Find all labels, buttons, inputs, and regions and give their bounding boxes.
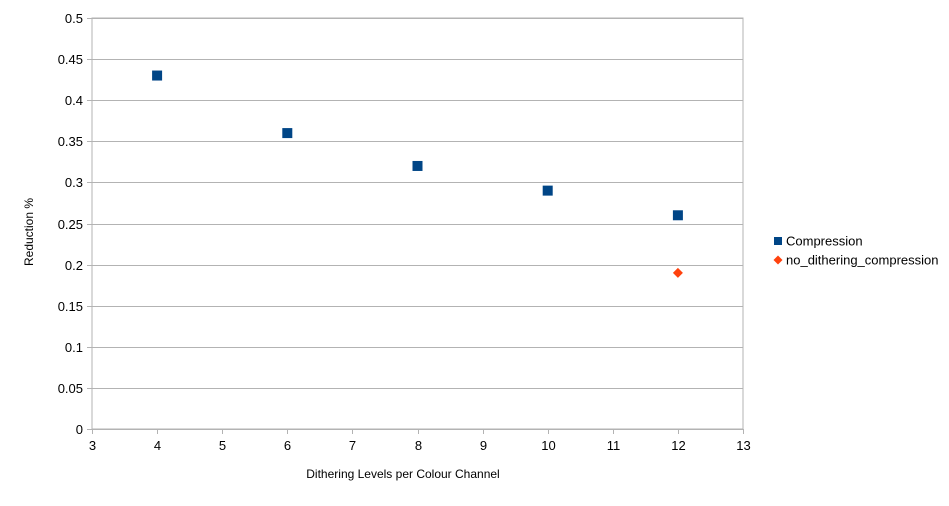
x-tick-label: 10 — [541, 438, 555, 453]
y-tick-label: 0.25 — [58, 217, 83, 232]
x-axis-title: Dithering Levels per Colour Channel — [306, 467, 499, 481]
y-tick-label: 0.15 — [58, 299, 83, 314]
tick-labels: 0 0.05 0.1 0.15 0.2 0.25 0.3 0.35 0.4 0.45 0.5 3 4 5 6… — [58, 11, 751, 453]
data-point — [542, 185, 553, 196]
legend-entry: no_dithering_compression — [773, 253, 938, 268]
x-tick-label: 5 — [219, 438, 226, 453]
x-tick-label: 6 — [284, 438, 291, 453]
x-tick-label: 3 — [89, 438, 96, 453]
series-1-points — [672, 267, 683, 278]
y-tick-label: 0.5 — [65, 11, 83, 26]
legend-marker — [773, 255, 783, 265]
data-point — [672, 210, 683, 221]
data-point — [412, 160, 423, 171]
y-tick-label: 0.3 — [65, 175, 83, 190]
x-tick-label: 4 — [154, 438, 161, 453]
data-point — [282, 128, 293, 139]
legend-label: no_dithering_compression — [786, 253, 938, 268]
plot-area-frame — [91, 17, 744, 430]
x-tick-label: 12 — [671, 438, 685, 453]
data-point — [152, 70, 163, 81]
y-tick-label: 0 — [76, 422, 83, 437]
grid-lines — [92, 18, 743, 430]
series-0-points — [152, 70, 683, 221]
y-tick-label: 0.35 — [58, 134, 83, 149]
data-point — [672, 267, 683, 278]
axis-ticks — [87, 18, 744, 434]
data-points — [152, 70, 683, 278]
y-tick-label: 0.05 — [58, 381, 83, 396]
x-tick-label: 9 — [480, 438, 487, 453]
x-tick-label: 11 — [607, 438, 621, 453]
y-axis-title: Reduction % — [22, 198, 36, 266]
legend-label: Compression — [786, 234, 863, 249]
x-tick-label: 13 — [736, 438, 750, 453]
y-tick-label: 0.2 — [65, 258, 83, 273]
x-tick-label: 8 — [415, 438, 422, 453]
legend: Compression no_dithering_compression — [773, 234, 938, 268]
y-tick-label: 0.4 — [65, 93, 83, 108]
legend-marker — [774, 237, 782, 245]
legend-entry: Compression — [774, 234, 863, 249]
x-tick-label: 7 — [349, 438, 356, 453]
y-tick-label: 0.1 — [65, 340, 83, 355]
y-tick-label: 0.45 — [58, 52, 83, 67]
